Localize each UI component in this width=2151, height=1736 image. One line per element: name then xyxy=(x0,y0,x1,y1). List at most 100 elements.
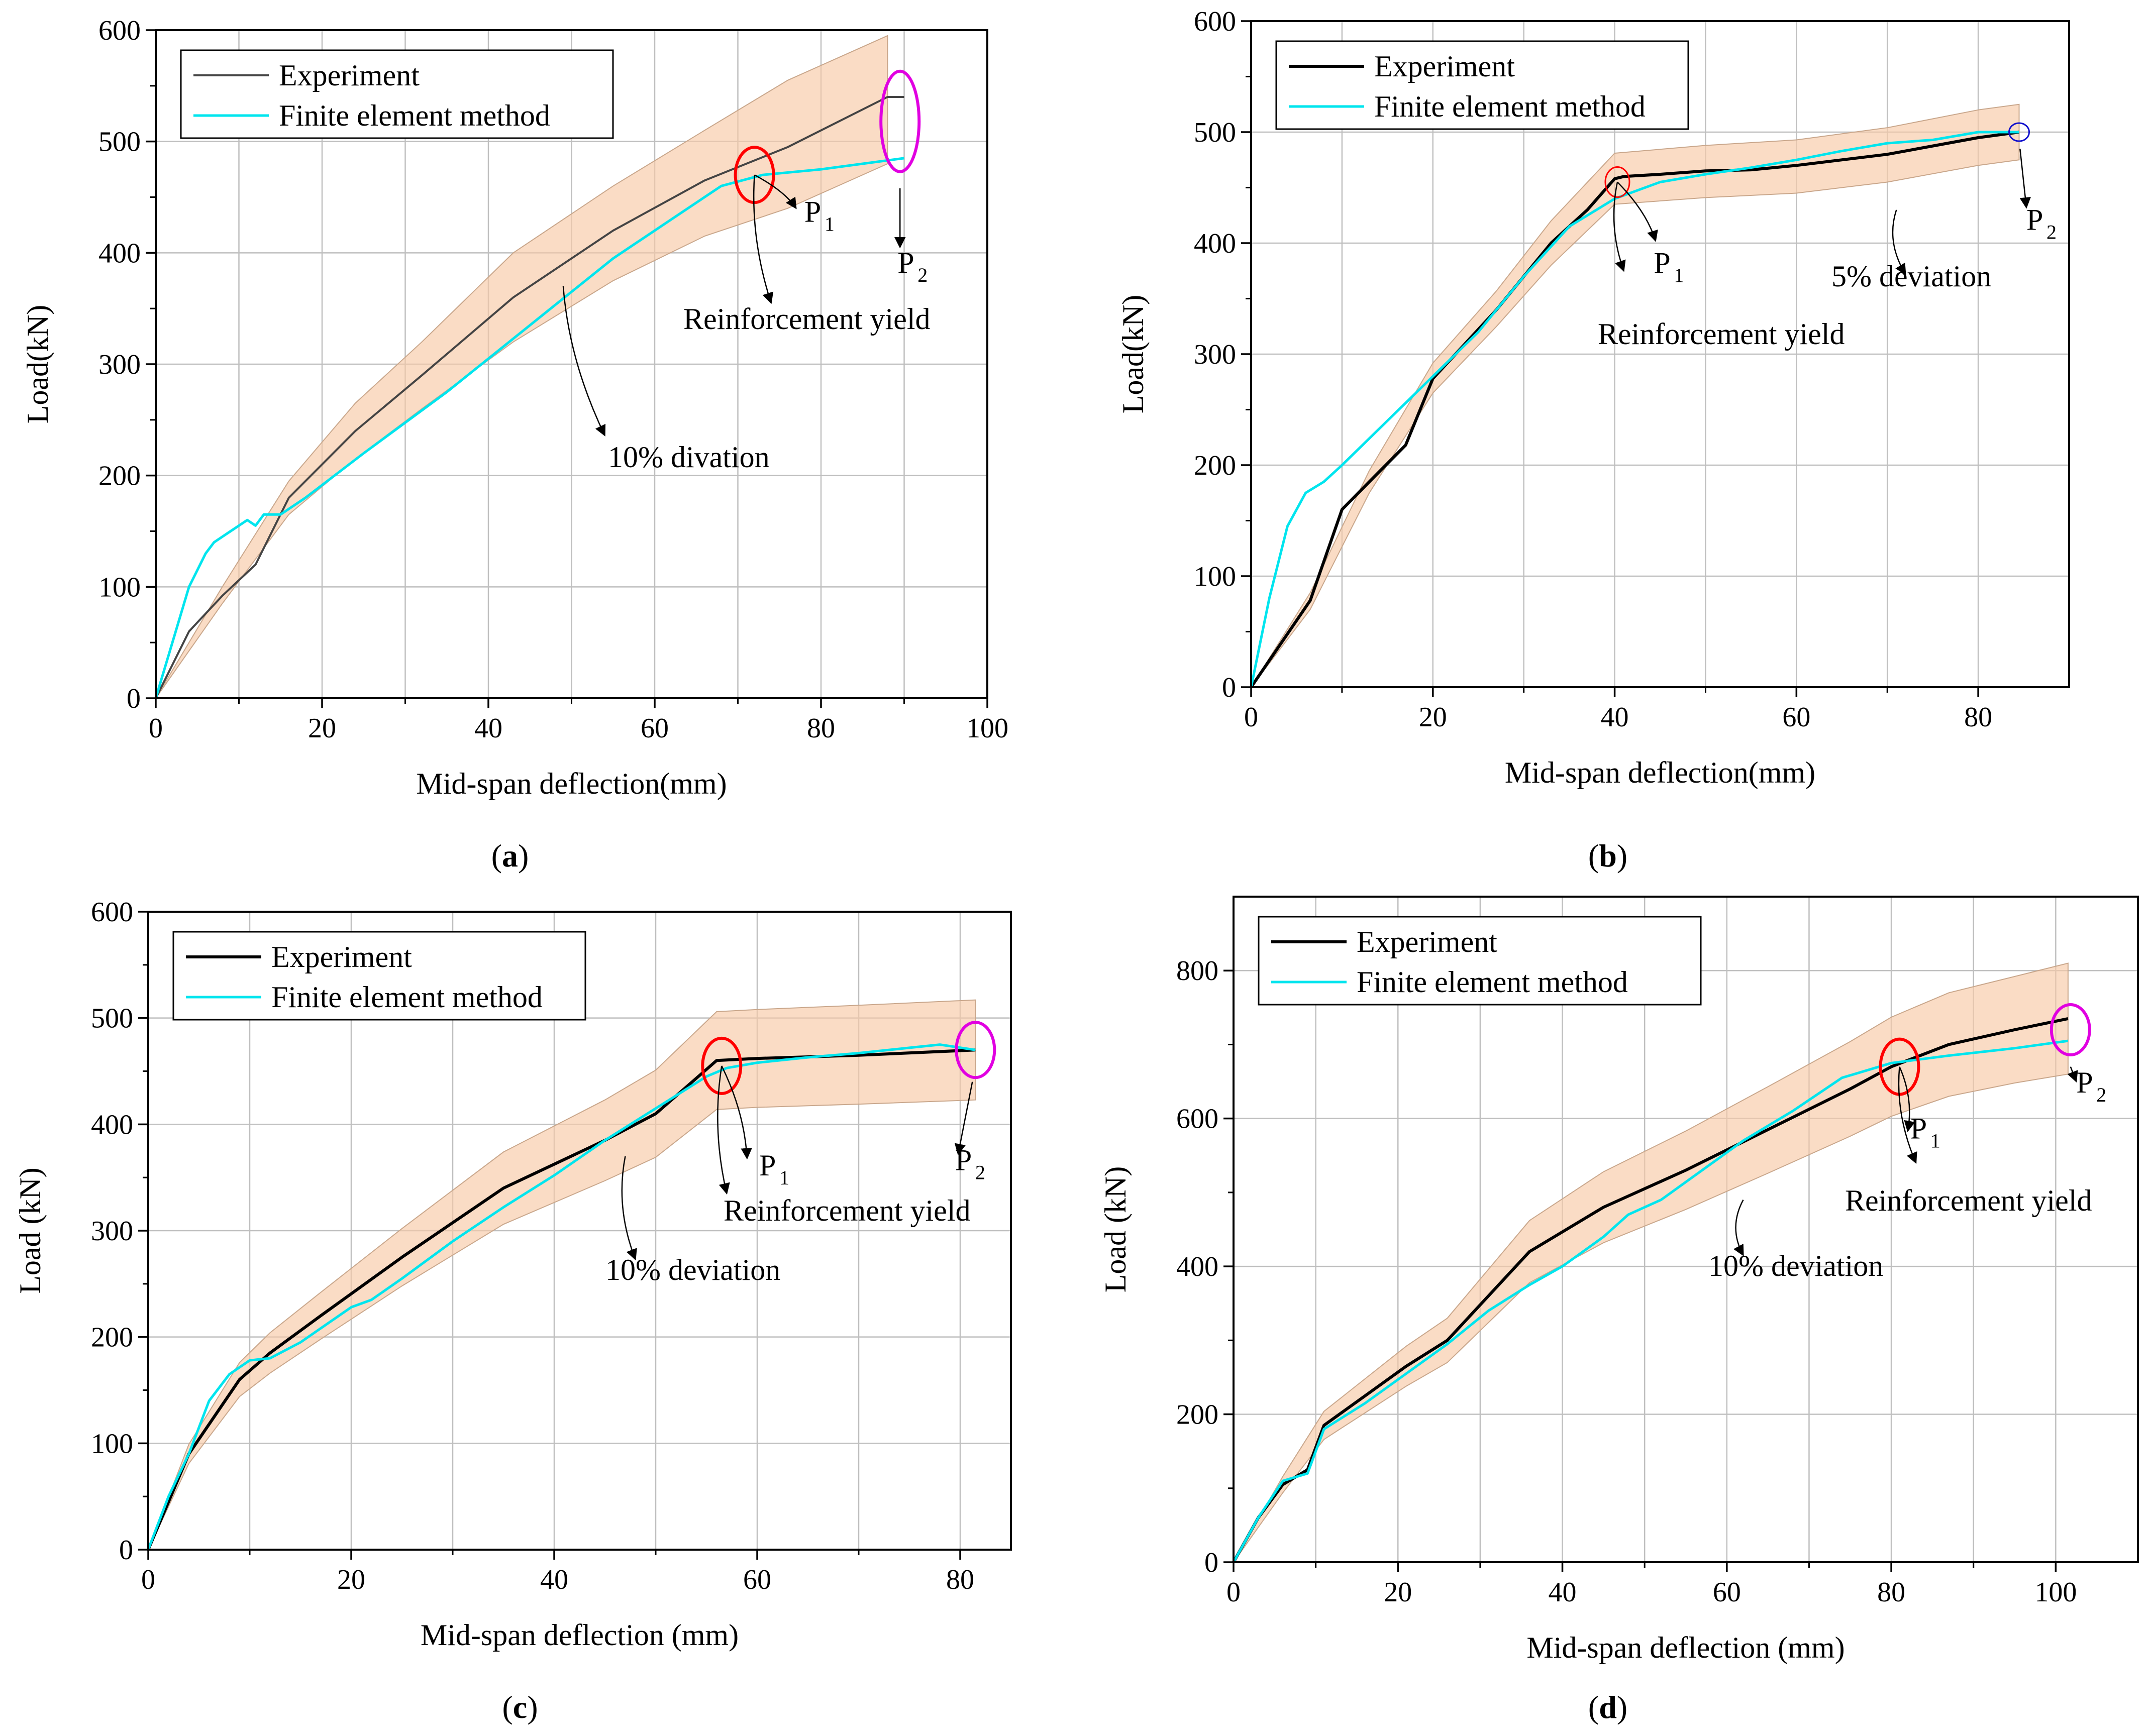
legend-label-experiment: Experiment xyxy=(1374,50,1515,83)
y-tick-label: 300 xyxy=(1194,339,1236,370)
panel-label-open-paren: ( xyxy=(1588,1689,1599,1725)
deviation-arrow xyxy=(1733,1200,1744,1257)
y-axis-label: Load(kN) xyxy=(21,305,54,424)
x-axis-label: Mid-span deflection(mm) xyxy=(1505,756,1815,789)
y-tick-label: 200 xyxy=(98,461,141,492)
p1-arrow xyxy=(1899,1066,1915,1132)
panel-label-close-paren: ) xyxy=(518,838,529,874)
y-tick-label: 200 xyxy=(1194,450,1236,481)
deviation-arrow xyxy=(1892,209,1906,275)
series-line-fem xyxy=(154,157,904,699)
deviation-band xyxy=(148,999,976,1550)
deviation-band xyxy=(1233,962,2069,1563)
chart-panel-c: 0 20 40 60 80 0 100 200 300 400 500 600 Mid-span def… xyxy=(14,897,1012,1725)
y-tick-label: 0 xyxy=(1204,1547,1218,1578)
y-tick-label: 800 xyxy=(1176,955,1218,987)
panel-label-open-paren: ( xyxy=(1588,838,1599,874)
chart-panel-d: 0 20 40 60 80 100 0 200 400 600 800 Mid-span deflec… xyxy=(1099,896,2139,1725)
deviation-arrow xyxy=(562,286,606,437)
y-tick-label: 600 xyxy=(1176,1104,1218,1135)
p2-label-subscript: 2 xyxy=(2046,221,2057,243)
legend-label-fem: Finite element method xyxy=(1374,90,1646,123)
annotation-reinforcement-yield: Reinforcement yield xyxy=(1845,1184,2092,1217)
x-tick-label: 0 xyxy=(1244,702,1258,733)
x-tick-label: 60 xyxy=(1782,702,1810,733)
annotation-reinforcement-yield: Reinforcement yield xyxy=(724,1194,970,1227)
p2-marker xyxy=(879,69,921,173)
p1-marker xyxy=(734,146,775,204)
y-tick-label: 0 xyxy=(1222,672,1236,703)
legend-label-fem: Finite element method xyxy=(279,99,550,132)
p1-marker xyxy=(1604,166,1630,198)
legend-label-fem: Finite element method xyxy=(1357,965,1628,999)
panel-label-letter: b xyxy=(1599,838,1617,874)
p1-label: P xyxy=(804,195,821,228)
p1-label-subscript: 1 xyxy=(779,1166,789,1189)
y-tick-label: 100 xyxy=(98,572,141,603)
y-tick-label: 500 xyxy=(91,1003,133,1034)
y-tick-label: 100 xyxy=(1194,561,1236,592)
yield-arrow xyxy=(1613,182,1626,272)
panel-label: (b) xyxy=(1588,838,1627,874)
legend-box xyxy=(1258,916,1702,1006)
p2-label-subscript: 2 xyxy=(917,264,928,286)
panel-label-close-paren: ) xyxy=(527,1689,538,1725)
x-axis-label: Mid-span deflection (mm) xyxy=(421,1618,739,1652)
plot-frame xyxy=(1233,896,2139,1563)
y-axis-label: Load(kN) xyxy=(1116,295,1150,414)
legend-label-experiment: Experiment xyxy=(1357,925,1497,958)
x-tick-label: 40 xyxy=(540,1564,568,1595)
x-tick-label: 20 xyxy=(337,1564,365,1595)
y-tick-label: 300 xyxy=(91,1216,133,1247)
p2-label: P xyxy=(2076,1066,2093,1099)
panel-label: (a) xyxy=(491,838,529,874)
legend-label-fem: Finite element method xyxy=(271,981,543,1014)
p1-label-subscript: 1 xyxy=(1674,264,1684,287)
x-tick-label: 0 xyxy=(1226,1577,1241,1608)
x-tick-label: 100 xyxy=(2034,1577,2077,1608)
x-tick-label: 100 xyxy=(966,713,1008,744)
x-tick-label: 60 xyxy=(1713,1577,1741,1608)
x-tick-label: 60 xyxy=(641,713,669,744)
p2-marker xyxy=(955,1021,996,1079)
panel-label-open-paren: ( xyxy=(491,838,502,874)
legend-box xyxy=(172,931,586,1021)
y-axis-label: Load (kN) xyxy=(1099,1166,1132,1293)
y-tick-label: 0 xyxy=(119,1535,133,1566)
p2-arrow xyxy=(954,1081,973,1155)
p2-marker xyxy=(2008,122,2030,142)
p2-marker xyxy=(2050,1003,2091,1056)
panel-label-open-paren: ( xyxy=(502,1689,513,1725)
series-line-experiment xyxy=(147,1048,976,1551)
panel-label-close-paren: ) xyxy=(1617,838,1627,874)
x-tick-label: 40 xyxy=(1549,1577,1577,1608)
annotation-deviation: 10% deviation xyxy=(605,1253,780,1286)
p1-label-subscript: 1 xyxy=(825,212,835,235)
panel-label: (c) xyxy=(502,1689,538,1725)
x-tick-label: 40 xyxy=(474,713,502,744)
chart-panel-b: 0 20 40 60 80 0 100 200 300 400 500 600 Mid-span def… xyxy=(1116,6,2070,874)
y-tick-label: 500 xyxy=(98,127,141,158)
panel-label-letter: a xyxy=(502,838,518,874)
y-tick-label: 200 xyxy=(91,1322,133,1353)
y-tick-label: 100 xyxy=(91,1428,133,1459)
x-tick-label: 60 xyxy=(743,1564,771,1595)
chart-panel-a: 0 20 40 60 80 100 0 100 200 300 400 500 600 Mid-span … xyxy=(21,15,1008,874)
annotation-reinforcement-yield: Reinforcement yield xyxy=(1598,317,1845,351)
p2-arrow xyxy=(2019,149,2031,209)
y-axis-label: Load (kN) xyxy=(14,1167,47,1294)
y-tick-label: 300 xyxy=(98,349,141,380)
y-tick-label: 400 xyxy=(1176,1251,1218,1282)
y-tick-label: 400 xyxy=(91,1109,133,1140)
series-line-experiment xyxy=(1232,1017,2069,1563)
y-tick-label: 400 xyxy=(1194,228,1236,259)
p2-label: P xyxy=(955,1143,972,1176)
series-line-experiment xyxy=(1250,131,2019,688)
x-tick-label: 20 xyxy=(1384,1577,1412,1608)
legend-box xyxy=(180,49,614,139)
panel-label-close-paren: ) xyxy=(1617,1689,1627,1725)
legend-label-experiment: Experiment xyxy=(279,59,420,92)
p1-label: P xyxy=(759,1149,776,1182)
yield-arrow xyxy=(1898,1066,1917,1164)
